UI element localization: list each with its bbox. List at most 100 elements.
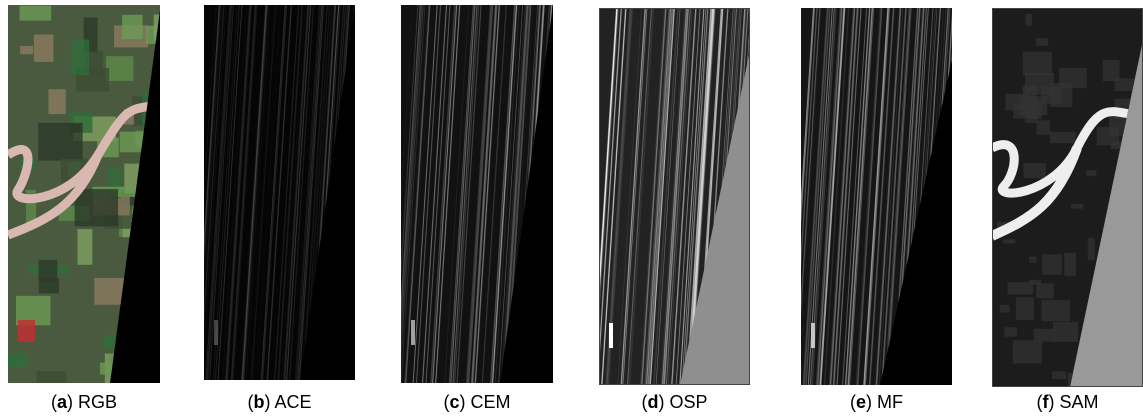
texture-streak: [474, 5, 500, 383]
texture-streak: [801, 8, 818, 385]
texture-streak: [660, 8, 686, 385]
texture-streak: [663, 8, 690, 385]
texture-streak: [606, 8, 632, 385]
field-patch: [33, 34, 54, 62]
texture-streak: [863, 8, 889, 385]
texture-streak: [491, 5, 517, 383]
texture-streak: [298, 5, 324, 380]
texture-streak: [807, 8, 833, 385]
texture-streak: [412, 5, 438, 383]
texture-streak: [454, 5, 480, 383]
texture-streak: [504, 5, 530, 383]
texture-streak: [204, 5, 222, 380]
texture-streak: [217, 5, 243, 380]
texture-streak: [205, 5, 231, 380]
texture-streak: [425, 5, 451, 383]
texture-streak: [284, 5, 310, 380]
texture-streak: [432, 5, 458, 383]
texture-streak: [809, 8, 835, 385]
texture-streak: [267, 5, 292, 380]
caption-part: (: [850, 392, 856, 412]
texture: [1052, 371, 1067, 380]
texture-streak: [474, 5, 500, 383]
texture-streak: [864, 8, 890, 385]
texture-streak: [863, 8, 889, 385]
texture-streak: [801, 8, 815, 385]
texture-streak: [502, 5, 528, 383]
river: [8, 100, 159, 204]
texture-streak: [204, 5, 225, 380]
texture-streak: [671, 8, 696, 385]
field-patch: [25, 189, 37, 226]
texture: [1024, 72, 1054, 95]
texture-streak: [209, 5, 234, 380]
image-panel: [204, 5, 355, 380]
texture-streak: [297, 5, 323, 380]
texture-streak: [855, 8, 881, 385]
texture-streak: [640, 8, 665, 385]
texture-streak: [819, 8, 846, 385]
texture-streak: [601, 8, 627, 385]
texture-streak: [885, 8, 911, 385]
texture-streak: [857, 8, 883, 385]
texture-streak: [230, 5, 257, 380]
texture: [1033, 328, 1054, 342]
caption-part: (: [443, 392, 449, 412]
caption: (e) MF: [850, 392, 903, 412]
texture: [1007, 282, 1034, 295]
texture-streak: [448, 5, 474, 383]
texture-streak: [863, 8, 889, 385]
field-patch: [159, 164, 160, 196]
texture-streak: [251, 5, 277, 380]
field-patch: [159, 88, 160, 101]
field-patch: [70, 39, 90, 76]
texture: [1087, 237, 1095, 261]
texture-streak: [876, 8, 902, 385]
texture-streak: [848, 8, 874, 385]
caption-part: (: [641, 392, 647, 412]
caption-part: d: [647, 392, 658, 412]
texture-streak: [599, 8, 618, 385]
image-panel: [801, 8, 952, 385]
texture-streak: [845, 8, 871, 385]
caption-part: ) RGB: [67, 392, 117, 412]
texture: [1059, 67, 1087, 89]
texture-streak: [804, 8, 831, 385]
field-patch: [38, 278, 60, 294]
texture-streak: [491, 5, 517, 383]
texture-streak: [401, 5, 419, 383]
field-patch: [106, 56, 134, 81]
texture-streak: [285, 5, 312, 380]
texture: [1036, 283, 1054, 299]
texture-streak: [688, 8, 714, 385]
texture-streak: [684, 8, 710, 385]
river: [992, 107, 1143, 198]
texture-streak: [643, 8, 668, 385]
texture-streak: [415, 5, 441, 383]
texture-streak: [471, 5, 498, 383]
texture-streak: [475, 5, 501, 383]
texture-streak: [869, 8, 895, 385]
texture-streak: [599, 8, 619, 385]
texture-streak: [412, 5, 438, 383]
texture-streak: [405, 5, 431, 383]
texture-streak: [679, 8, 705, 385]
texture-streak: [869, 8, 895, 385]
texture-streak: [204, 5, 221, 380]
bright-spot: [411, 320, 415, 345]
texture-streak: [605, 8, 631, 385]
texture-streak: [671, 8, 697, 385]
texture-streak: [601, 8, 627, 385]
texture-streak: [492, 5, 517, 383]
field-patch: [48, 89, 66, 115]
caption: (a) RGB: [51, 392, 117, 412]
caption-part: ) CEM: [460, 392, 511, 412]
texture-streak: [617, 8, 642, 385]
texture-streak: [274, 5, 300, 380]
texture: [1053, 321, 1079, 343]
texture-streak: [836, 8, 862, 385]
texture-streak: [687, 8, 713, 385]
texture-streak: [863, 8, 889, 385]
texture-streak: [675, 8, 701, 385]
texture: [1064, 252, 1077, 277]
